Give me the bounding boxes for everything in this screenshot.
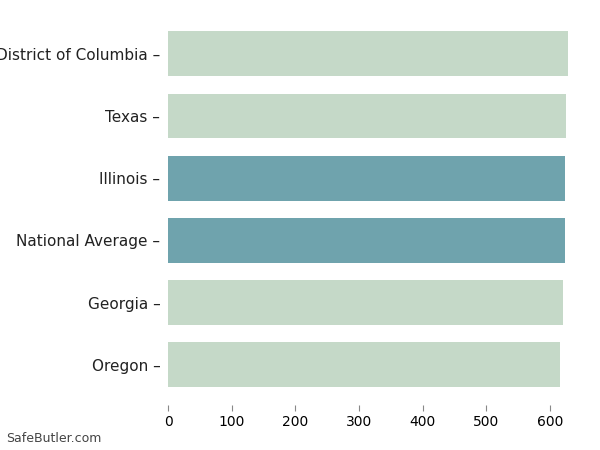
Bar — [168, 218, 565, 263]
Text: SafeButler.com: SafeButler.com — [6, 432, 101, 446]
Bar — [168, 156, 565, 201]
Bar — [168, 280, 563, 325]
Bar — [168, 94, 566, 138]
Bar — [168, 342, 560, 387]
Bar — [168, 32, 568, 76]
